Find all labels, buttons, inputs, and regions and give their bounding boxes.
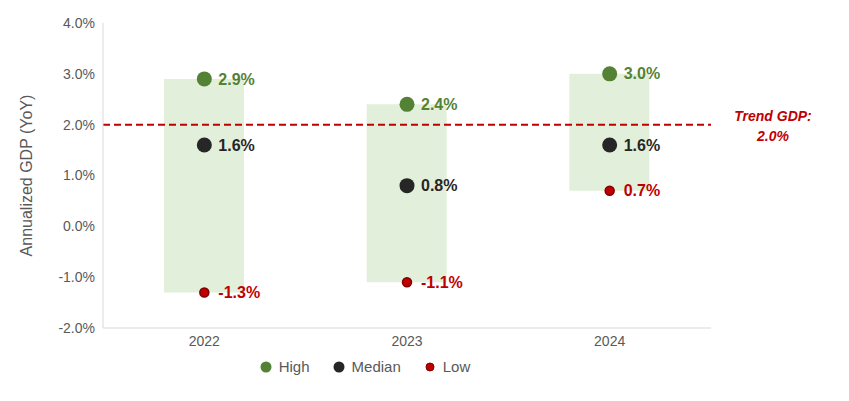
svg-text:Trend GDP:2.0%: Trend GDP:2.0% (734, 108, 812, 144)
html-text:High: High (278, 358, 310, 375)
svg-text:1.6%: 1.6% (624, 137, 660, 154)
svg-text:2023: 2023 (391, 333, 422, 349)
svg-text:1.0%: 1.0% (63, 167, 95, 183)
svg-text:Annualized GDP (YoY): Annualized GDP (YoY) (18, 95, 35, 257)
svg-text:-1.0%: -1.0% (58, 269, 95, 285)
svg-text:4.0%: 4.0% (63, 15, 95, 31)
svg-text:1.6%: 1.6% (218, 137, 254, 154)
svg-text:3.0%: 3.0% (63, 66, 95, 82)
html-text:Low: Low (442, 358, 471, 375)
svg-text:2.9%: 2.9% (218, 71, 254, 88)
svg-text:0.8%: 0.8% (421, 177, 457, 194)
svg-text:2024: 2024 (594, 333, 625, 349)
svg-text:0.0%: 0.0% (63, 218, 95, 234)
svg-text:3.0%: 3.0% (624, 65, 660, 82)
svg-text:-2.0%: -2.0% (58, 320, 95, 336)
svg-text:-1.3%: -1.3% (218, 284, 260, 301)
svg-text:2.0%: 2.0% (63, 117, 95, 133)
svg-text:0.7%: 0.7% (624, 182, 660, 199)
svg-text:-1.1%: -1.1% (421, 274, 463, 291)
svg-text:2022: 2022 (189, 333, 220, 349)
svg-text:2.4%: 2.4% (421, 96, 457, 113)
html-text:Median: Median (351, 358, 401, 375)
